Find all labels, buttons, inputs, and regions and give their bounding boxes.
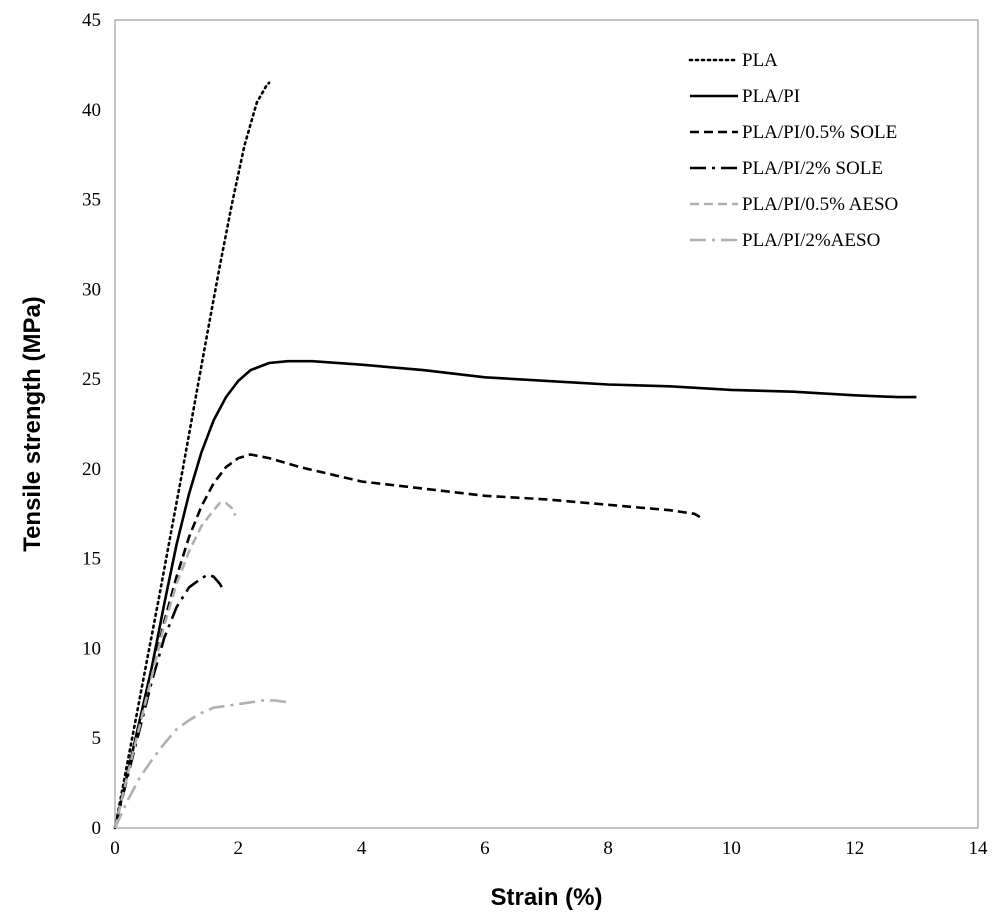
y-tick-label: 0 <box>92 818 102 839</box>
series-line <box>113 359 917 829</box>
legend-label: PLA/PI/0.5% AESO <box>742 194 898 215</box>
x-axis-title: Strain (%) <box>490 884 602 911</box>
y-axis-title: Tensile strength (MPa) <box>19 296 46 552</box>
y-tick-label: 45 <box>82 10 101 31</box>
plot-frame <box>114 19 979 829</box>
y-tick-label: 20 <box>82 459 101 480</box>
y-tick-label: 15 <box>82 549 101 570</box>
series-line <box>113 81 271 830</box>
x-tick-label: 2 <box>234 838 244 859</box>
legend: PLA PLA/PI PLA/PI/0.5% SOLE PLA/PI/2% SOLE P… <box>688 50 898 251</box>
x-tick-label: 10 <box>722 838 741 859</box>
x-tick-label: 6 <box>480 838 490 859</box>
y-tick-label: 35 <box>82 190 101 211</box>
series-line <box>113 699 288 829</box>
legend-label: PLA/PI/2% SOLE <box>742 158 883 179</box>
y-tick-label: 5 <box>92 728 102 749</box>
y-tick-label: 40 <box>82 100 101 121</box>
x-tick-label: 12 <box>845 838 864 859</box>
x-tick-label: 8 <box>603 838 613 859</box>
legend-label: PLA/PI <box>742 86 800 107</box>
y-axis-ticks: 0 5 10 15 20 25 30 35 40 45 <box>82 10 101 839</box>
x-tick-label: 14 <box>969 838 989 859</box>
series-line <box>113 501 237 829</box>
y-tick-label: 30 <box>82 279 101 300</box>
series-line <box>113 573 225 829</box>
series-layer <box>113 81 917 830</box>
y-tick-label: 10 <box>82 638 101 659</box>
x-tick-label: 0 <box>110 838 120 859</box>
y-tick-label: 25 <box>82 369 101 390</box>
series-line <box>113 453 705 829</box>
legend-label: PLA <box>742 50 778 71</box>
x-axis-ticks: 0 2 4 6 8 10 12 14 <box>110 838 988 859</box>
x-tick-label: 4 <box>357 838 367 859</box>
legend-label: PLA/PI/0.5% SOLE <box>742 122 897 143</box>
legend-label: PLA/PI/2%AESO <box>742 230 880 251</box>
